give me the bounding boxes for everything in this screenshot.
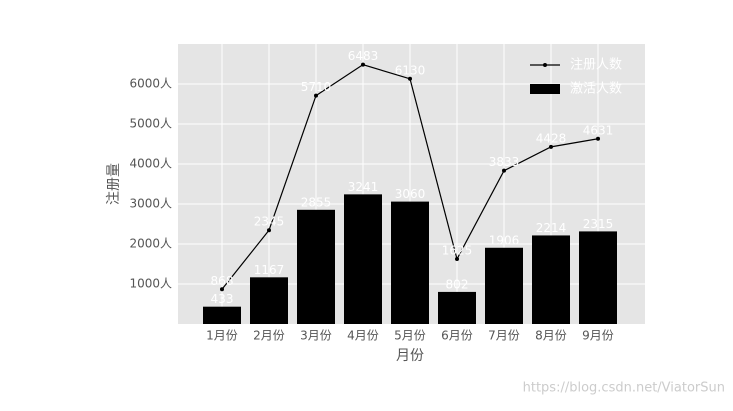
marker — [502, 168, 506, 173]
y-tick-label: 1000人 — [129, 277, 172, 291]
x-tick-label: 8月份 — [535, 329, 567, 343]
bar — [297, 209, 335, 324]
marker — [408, 76, 412, 81]
x-tick-label: 6月份 — [441, 329, 473, 343]
data-label: 2855 — [301, 195, 332, 209]
data-label: 6483 — [348, 49, 379, 63]
data-label: 2315 — [583, 217, 614, 231]
y-tick-label: 4000人 — [129, 157, 172, 171]
data-label: 1906 — [489, 233, 520, 247]
marker — [220, 287, 224, 292]
data-label: 1167 — [254, 263, 285, 277]
data-label: 2214 — [536, 221, 567, 235]
x-tick-label: 7月份 — [488, 329, 520, 343]
watermark: https://blog.csdn.net/ViatorSun — [523, 381, 725, 396]
y-tick-label: 6000人 — [129, 77, 172, 91]
bar — [485, 247, 523, 324]
marker — [361, 62, 365, 67]
bar — [579, 231, 617, 324]
x-tick-label: 9月份 — [582, 329, 614, 343]
x-tick-label: 1月份 — [206, 329, 238, 343]
legend-swatch — [530, 84, 560, 94]
data-label: 868 — [211, 274, 234, 288]
y-tick-label: 2000人 — [129, 237, 172, 251]
marker — [314, 93, 318, 98]
bar — [532, 235, 570, 324]
data-label: 3060 — [395, 187, 426, 201]
data-label: 2345 — [254, 215, 285, 229]
data-label: 3241 — [348, 180, 379, 194]
data-label: 433 — [211, 292, 234, 306]
bar — [250, 277, 288, 324]
legend-label: 激活人数 — [570, 82, 622, 97]
data-label: 3833 — [489, 155, 520, 169]
legend-marker — [543, 63, 547, 67]
marker — [596, 136, 600, 141]
x-tick-label: 5月份 — [394, 329, 426, 343]
y-tick-label: 3000人 — [129, 197, 172, 211]
bar — [438, 291, 476, 324]
x-axis-label: 月份 — [396, 348, 424, 364]
y-tick-label: 5000人 — [129, 117, 172, 131]
marker — [455, 257, 459, 261]
bar — [391, 201, 429, 324]
x-tick-label: 4月份 — [347, 329, 379, 343]
marker — [267, 228, 271, 233]
bar — [203, 306, 241, 324]
x-tick-label: 2月份 — [253, 329, 285, 343]
data-label: 1625 — [442, 244, 473, 258]
x-tick-label: 3月份 — [300, 329, 332, 343]
bar — [344, 194, 382, 324]
data-label: 802 — [446, 277, 469, 291]
marker — [549, 144, 553, 149]
legend-label: 注册人数 — [570, 58, 622, 73]
y-axis-label: 注册量 — [106, 163, 122, 205]
data-label: 4428 — [536, 131, 567, 145]
data-label: 6130 — [395, 63, 426, 77]
data-label: 4631 — [583, 123, 614, 137]
data-label: 5710 — [301, 80, 332, 94]
